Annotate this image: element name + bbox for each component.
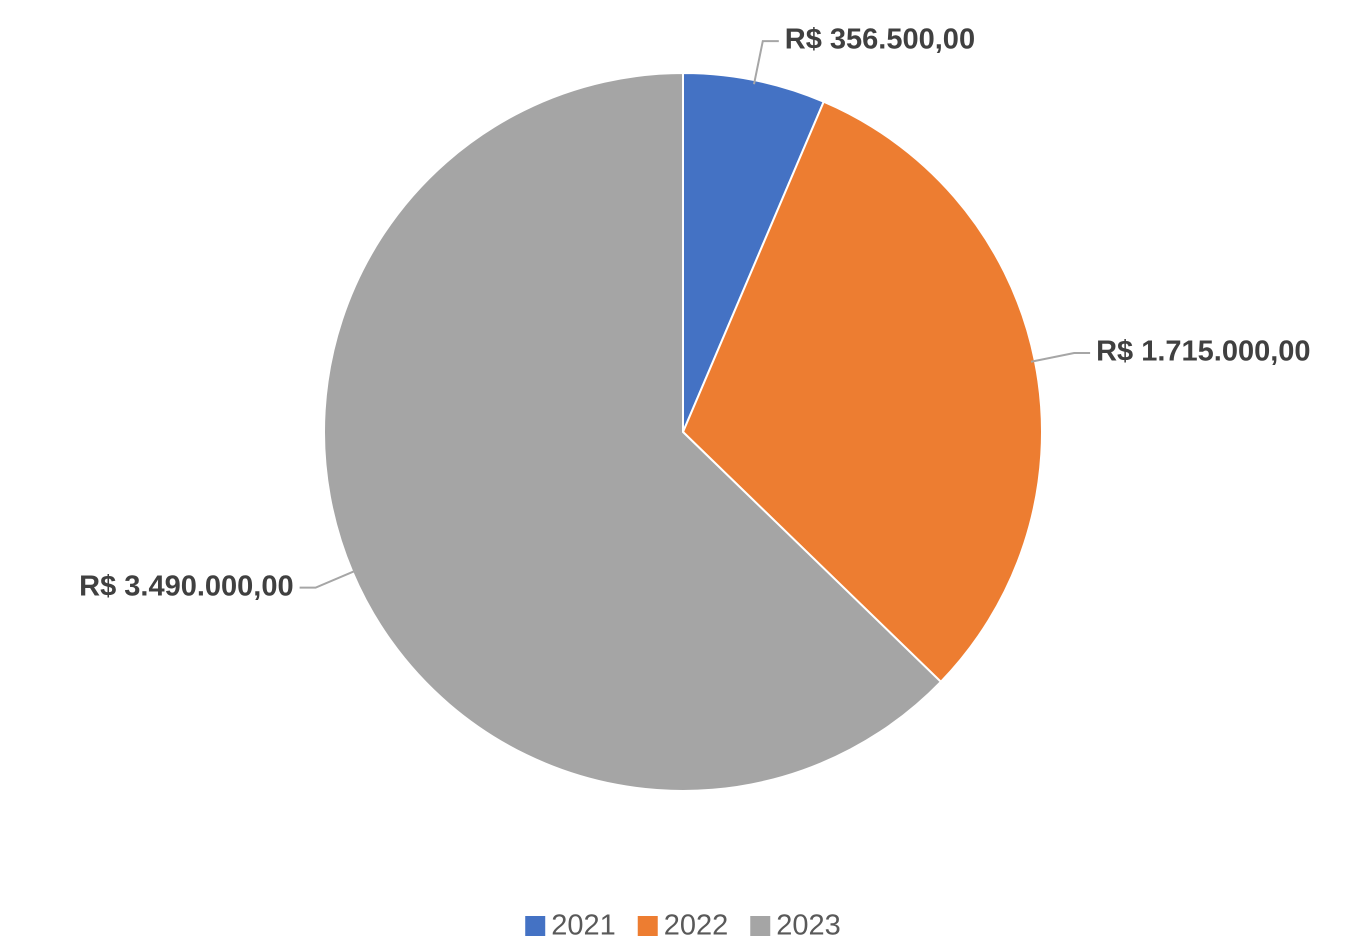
leader-line [299,569,357,589]
data-label: R$ 3.490.000,00 [79,570,293,602]
legend-label: 2023 [776,910,841,940]
leader-line [1030,352,1091,363]
legend-label: 2021 [551,910,616,940]
legend-swatch [637,916,658,936]
leader-line [753,40,779,85]
legend-swatch [750,916,771,936]
legend-swatch [525,916,546,936]
data-label: R$ 1.715.000,00 [1096,336,1310,368]
data-label: R$ 356.500,00 [785,24,975,56]
legend-label: 2022 [664,910,729,940]
